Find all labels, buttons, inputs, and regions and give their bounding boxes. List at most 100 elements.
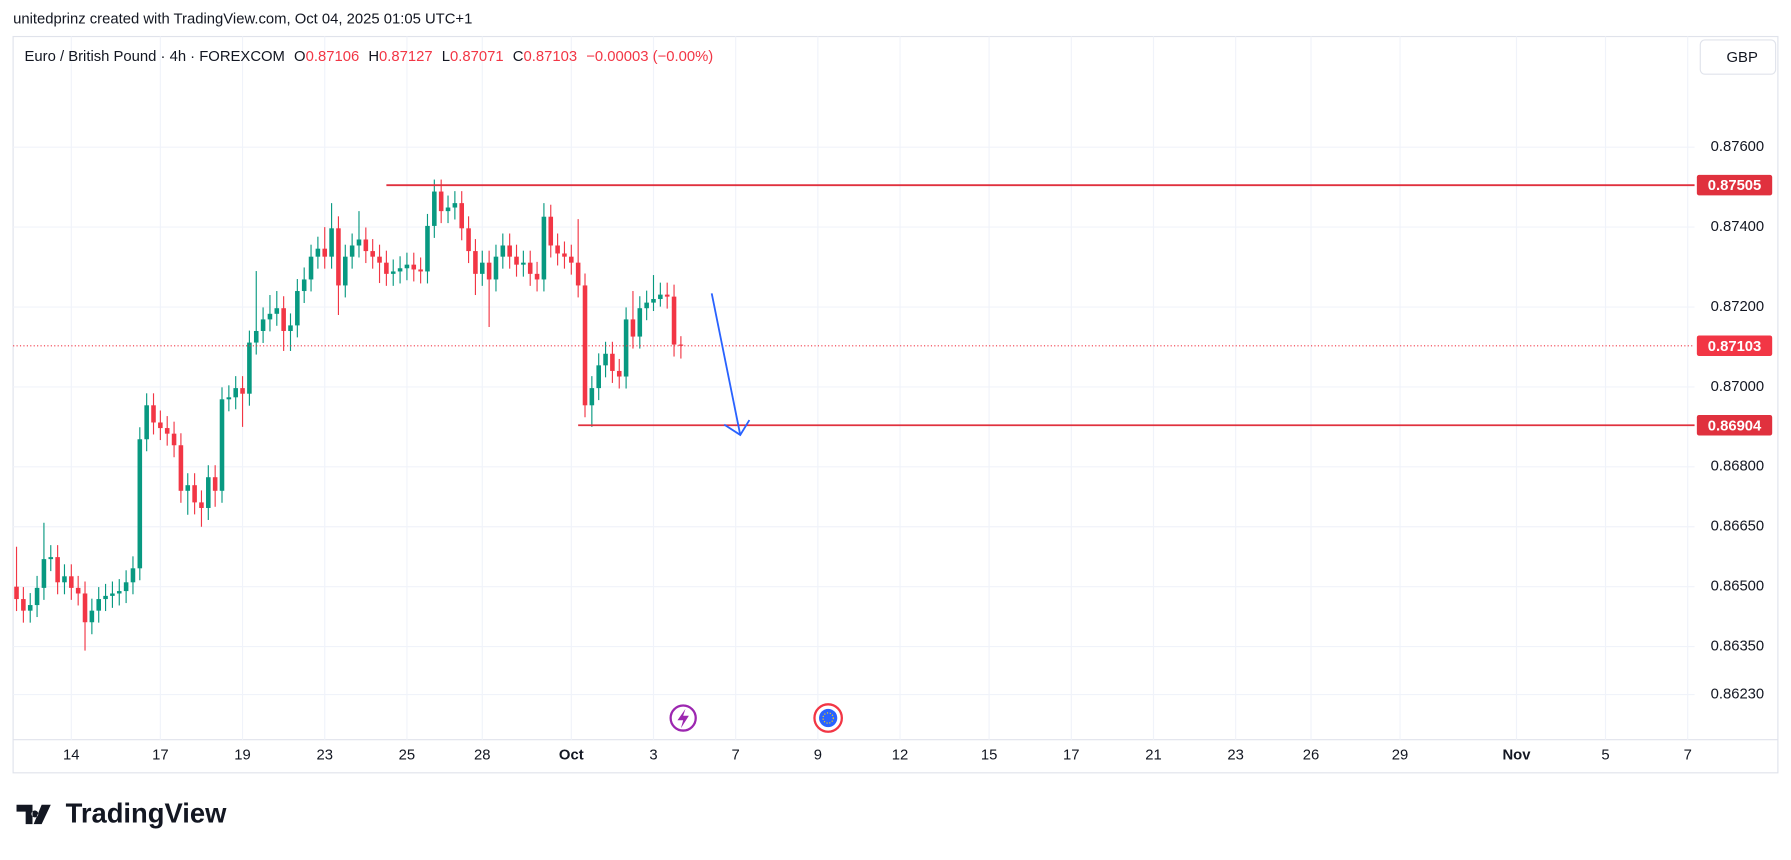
- y-tick-label: 0.87200: [1711, 299, 1765, 315]
- candle-body: [322, 248, 328, 257]
- logo-text: TradingView: [66, 797, 227, 828]
- candle-body: [404, 264, 410, 269]
- candle-body: [370, 251, 375, 257]
- candle-body: [226, 397, 232, 400]
- candle-body: [575, 262, 581, 286]
- candle-body: [171, 433, 177, 446]
- candle-body: [651, 299, 656, 303]
- candle-body: [199, 502, 204, 508]
- candle-body: [644, 302, 649, 309]
- c-label: C: [513, 49, 524, 65]
- y-tick-label: 0.86350: [1711, 639, 1765, 655]
- candle-body: [212, 477, 218, 491]
- frame: [12, 35, 1779, 774]
- x-tick-label: Oct: [559, 748, 584, 764]
- candle-body: [452, 203, 458, 208]
- candle-body: [541, 216, 547, 280]
- candle-body: [493, 256, 499, 280]
- h-label: H: [368, 49, 379, 65]
- x-tick-label: 28: [474, 748, 491, 764]
- candle-body: [62, 576, 67, 583]
- candle-body: [534, 273, 540, 280]
- candle-body: [507, 245, 512, 257]
- h-value: 0.87127: [379, 49, 433, 65]
- candle-body: [479, 262, 485, 274]
- candle-body: [610, 353, 615, 371]
- candle-body: [158, 422, 163, 429]
- event-icon: [813, 703, 843, 733]
- candle-body: [123, 582, 129, 592]
- candle-body: [664, 294, 670, 297]
- candle-body: [274, 308, 280, 314]
- candle-body: [671, 296, 677, 345]
- candle-body: [89, 610, 95, 623]
- x-tick-label: 17: [1063, 748, 1080, 764]
- candle-body: [116, 591, 122, 594]
- x-tick-label: 23: [316, 748, 332, 764]
- candle-body: [288, 325, 293, 331]
- candle-body: [69, 576, 74, 588]
- o-label: O: [294, 49, 306, 65]
- candle-body: [384, 262, 389, 274]
- candle-body: [96, 599, 102, 611]
- candle-body: [308, 256, 314, 280]
- candle-body: [178, 445, 184, 491]
- candle-body: [247, 342, 252, 394]
- candle-body: [48, 557, 54, 560]
- candle-body: [164, 428, 170, 434]
- candle-body: [27, 605, 33, 611]
- price-tag-label: 0.87103: [1708, 339, 1762, 355]
- legend: Euro / British Pound · 4h · FOREXCOM O 0.8…: [25, 49, 714, 65]
- candle-body: [514, 256, 519, 265]
- candle-body: [678, 344, 684, 346]
- x-tick-label: 3: [649, 748, 657, 764]
- currency[interactable]: GBP: [1727, 50, 1758, 66]
- arrow: [710, 293, 751, 437]
- x-tick-label: 17: [152, 748, 169, 764]
- change: −0.00003 (−0.00%): [586, 49, 713, 65]
- x-tick-label: 15: [981, 748, 998, 764]
- candle-body: [240, 388, 245, 394]
- l-value: 0.87071: [450, 49, 504, 65]
- x-tick-label: 14: [63, 748, 80, 764]
- y-tick-label: 0.87400: [1711, 219, 1765, 235]
- candle-body: [459, 203, 465, 229]
- y-tick-label: 0.86500: [1711, 579, 1765, 595]
- candle-body: [473, 251, 478, 274]
- candle-body: [425, 225, 430, 272]
- candle-body: [630, 319, 636, 337]
- y-tick-label: 0.86230: [1711, 686, 1765, 702]
- candle-body: [301, 279, 307, 292]
- x-tick-label: 9: [814, 748, 822, 764]
- candle-body: [616, 370, 622, 377]
- candle-body: [253, 330, 259, 343]
- symbol: Euro / British Pound · 4h · FOREXCOM: [25, 49, 285, 65]
- credit: unitedprinz created with TradingView.com…: [13, 11, 472, 27]
- y-tick-label: 0.87000: [1711, 379, 1765, 395]
- candle-body: [110, 593, 115, 596]
- candles: [13, 179, 1695, 651]
- logo: TradingView: [16, 797, 227, 828]
- candle-body: [596, 365, 601, 389]
- candle-body: [500, 245, 506, 257]
- event-icon: [669, 704, 697, 732]
- candle-body: [343, 256, 348, 286]
- x-tick-label: 26: [1303, 748, 1320, 764]
- candle-body: [569, 256, 574, 263]
- currency-button[interactable]: [1699, 39, 1777, 75]
- candle-body: [562, 253, 567, 257]
- x-tick-label: 7: [732, 748, 740, 764]
- candle-body: [555, 245, 560, 254]
- candle-body: [185, 485, 191, 491]
- candle-body: [466, 228, 471, 252]
- candle-body: [438, 191, 444, 212]
- candle-body: [349, 245, 355, 257]
- candle-body: [151, 405, 156, 423]
- candle-body: [103, 595, 108, 600]
- price-tag: [1696, 415, 1773, 436]
- price-tag: [1696, 335, 1773, 357]
- candle-body: [281, 308, 286, 331]
- candle-body: [445, 207, 451, 212]
- candle-body: [377, 256, 382, 263]
